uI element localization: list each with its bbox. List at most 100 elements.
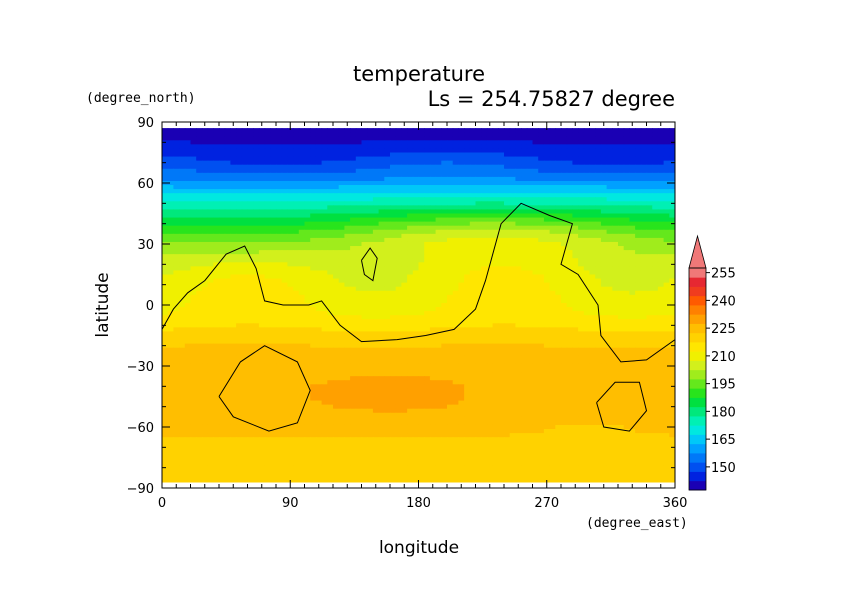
field-cell <box>350 294 357 300</box>
field-cell <box>532 294 539 300</box>
field-cell <box>464 189 471 194</box>
field-cell <box>566 237 573 243</box>
field-cell <box>293 262 300 267</box>
field-cell <box>253 148 260 154</box>
field-cell <box>669 132 675 137</box>
field-cell <box>464 335 471 341</box>
field-cell <box>173 286 180 292</box>
field-cell <box>663 164 670 170</box>
field-cell <box>184 168 192 174</box>
field-cell <box>247 351 254 357</box>
field-cell <box>435 180 442 186</box>
field-cell <box>606 168 613 174</box>
field-cell <box>469 201 477 206</box>
field-cell <box>589 331 596 337</box>
field-cell <box>424 185 431 190</box>
field-cell <box>201 254 209 259</box>
field-cell <box>464 347 471 353</box>
field-cell <box>515 290 522 296</box>
field-cell <box>532 148 539 154</box>
field-cell <box>429 189 437 194</box>
field-cell <box>167 132 174 137</box>
field-cell <box>526 266 534 272</box>
field-cell <box>583 156 591 162</box>
field-cell <box>162 246 169 251</box>
field-cell <box>486 176 494 182</box>
field-cell <box>167 225 174 231</box>
field-cell <box>315 152 323 158</box>
field-cell <box>338 339 345 345</box>
field-cell <box>595 217 602 223</box>
field-cell <box>407 185 414 190</box>
field-cell <box>492 290 499 296</box>
field-cell <box>407 217 414 223</box>
field-cell <box>452 327 459 333</box>
field-cell <box>600 237 608 243</box>
field-cell <box>509 254 516 259</box>
field-cell <box>390 176 397 182</box>
field-cell <box>509 319 516 324</box>
field-cell <box>401 278 408 284</box>
field-cell <box>338 201 345 206</box>
field-cell <box>315 302 323 308</box>
field-cell <box>538 189 545 194</box>
field-cell <box>578 274 585 280</box>
field-cell <box>464 302 471 308</box>
field-cell <box>293 246 300 251</box>
field-cell <box>407 225 414 231</box>
field-cell <box>258 246 266 251</box>
field-cell <box>304 246 311 251</box>
field-cell <box>361 294 368 300</box>
field-cell <box>509 237 516 243</box>
field-cell <box>498 258 505 263</box>
field-cell <box>583 343 591 349</box>
field-cell <box>321 262 328 267</box>
field-cell <box>224 282 231 288</box>
field-cell <box>566 278 573 284</box>
field-cell <box>435 246 442 251</box>
field-cell <box>600 315 608 320</box>
field-cell <box>401 233 408 239</box>
field-cell <box>555 237 562 243</box>
field-cell <box>338 237 345 243</box>
field-cell <box>287 221 294 227</box>
field-cell <box>270 221 277 227</box>
field-cell <box>321 201 328 206</box>
field-cell <box>321 347 328 353</box>
field-cell <box>384 180 391 186</box>
field-cell <box>253 164 260 170</box>
field-cell <box>327 327 334 333</box>
field-cell <box>264 347 271 353</box>
field-cell <box>504 286 511 292</box>
field-cell <box>241 221 249 227</box>
field-cell <box>281 185 288 190</box>
field-cell <box>532 172 539 178</box>
field-cell <box>378 213 385 219</box>
field-cell <box>606 221 613 227</box>
field-cell <box>310 221 317 227</box>
field-cell <box>207 262 214 267</box>
field-cell <box>276 176 283 182</box>
field-cell <box>361 351 368 357</box>
field-cell <box>555 213 562 219</box>
field-cell <box>412 278 420 284</box>
field-cell <box>646 298 653 304</box>
field-cell <box>486 160 494 166</box>
field-cell <box>549 209 556 215</box>
field-cell <box>407 274 414 280</box>
field-cell <box>600 156 608 162</box>
field-cell <box>504 140 511 145</box>
field-cell <box>293 144 300 150</box>
field-cell <box>657 193 665 198</box>
field-cell <box>435 290 442 296</box>
field-cell <box>486 148 494 154</box>
field-cell <box>344 335 351 341</box>
field-cell <box>236 315 243 320</box>
field-cell <box>213 339 220 345</box>
field-cell <box>640 172 648 178</box>
field-cell <box>475 152 482 158</box>
field-cell <box>458 315 465 320</box>
field-cell <box>361 298 368 304</box>
field-cell <box>652 274 659 280</box>
field-cell <box>327 311 334 316</box>
